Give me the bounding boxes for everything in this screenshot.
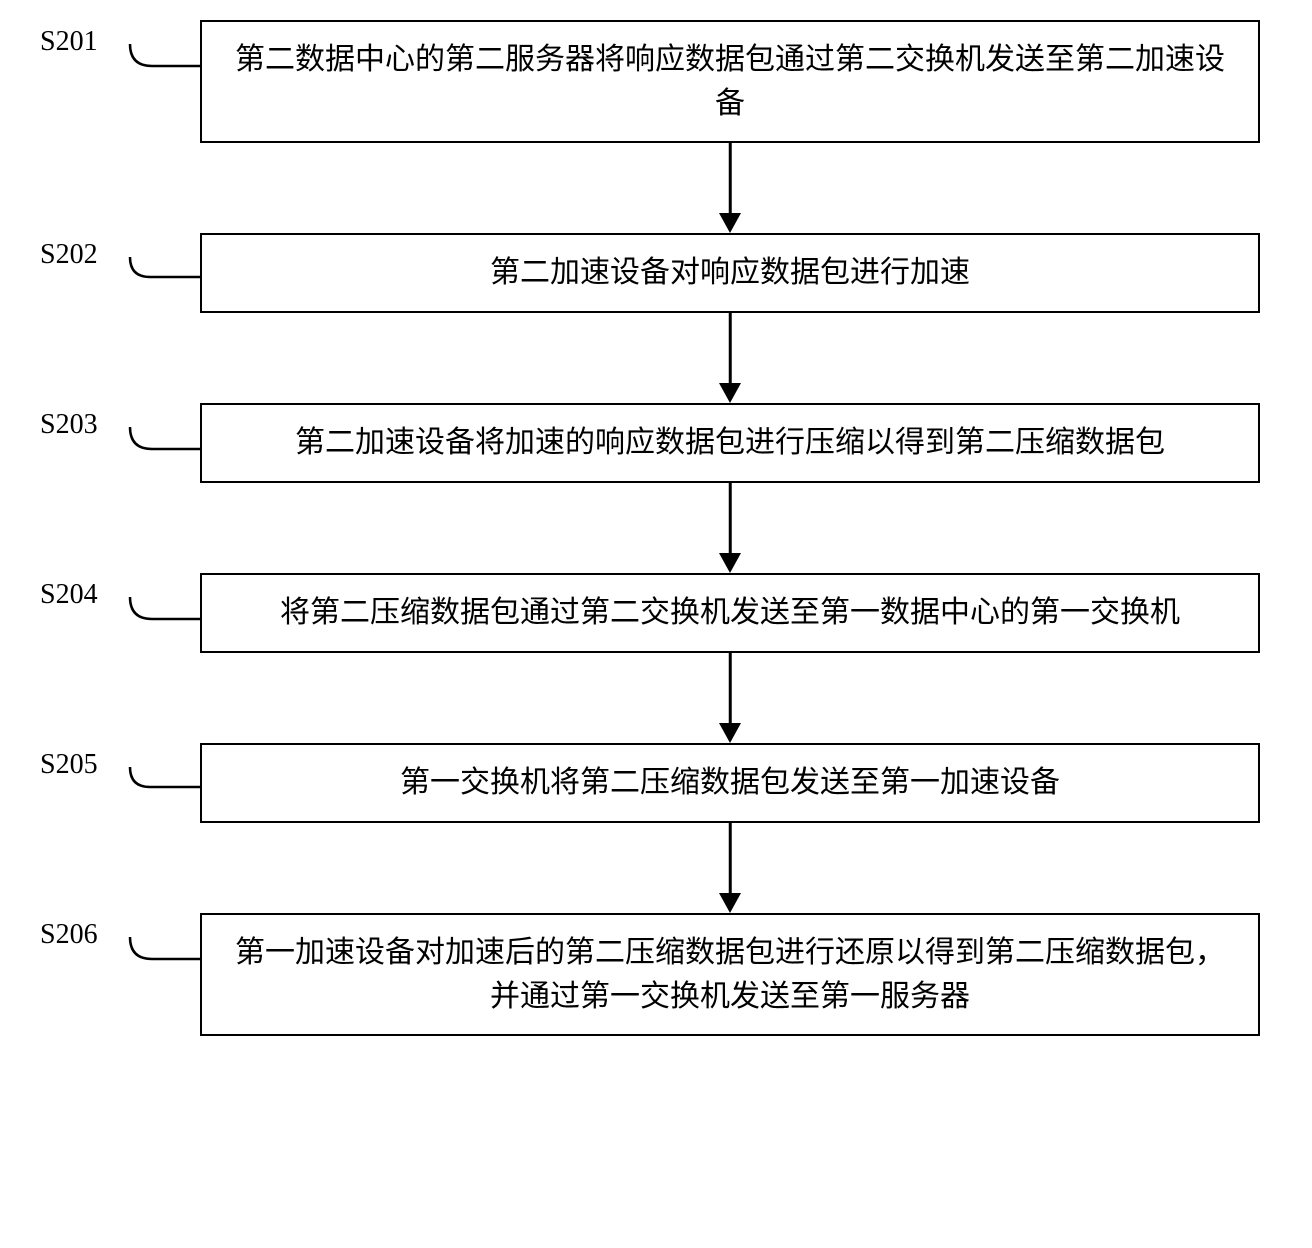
flow-step: S201 第二数据中心的第二服务器将响应数据包通过第二交换机发送至第二加速设备 — [40, 20, 1270, 143]
step-label: S202 — [40, 233, 130, 271]
flow-box: 将第二压缩数据包通过第二交换机发送至第一数据中心的第一交换机 — [200, 573, 1260, 653]
flow-step: S205 第一交换机将第二压缩数据包发送至第一加速设备 — [40, 743, 1270, 823]
flow-box-text: 第二加速设备将加速的响应数据包进行压缩以得到第二压缩数据包 — [295, 421, 1165, 465]
flow-box-text: 第二数据中心的第二服务器将响应数据包通过第二交换机发送至第二加速设备 — [232, 38, 1228, 125]
flow-box-text: 将第二压缩数据包通过第二交换机发送至第一数据中心的第一交换机 — [280, 591, 1180, 635]
step-label: S203 — [40, 403, 130, 441]
flow-box: 第二加速设备对响应数据包进行加速 — [200, 233, 1260, 313]
arrow-down-icon — [200, 143, 1260, 233]
flow-box: 第二加速设备将加速的响应数据包进行压缩以得到第二压缩数据包 — [200, 403, 1260, 483]
flow-box: 第一加速设备对加速后的第二压缩数据包进行还原以得到第二压缩数据包，并通过第一交换… — [200, 913, 1260, 1036]
flow-box: 第一交换机将第二压缩数据包发送至第一加速设备 — [200, 743, 1260, 823]
flow-step: S203 第二加速设备将加速的响应数据包进行压缩以得到第二压缩数据包 — [40, 403, 1270, 483]
arrow-down-icon — [200, 483, 1260, 573]
arrow-down-icon — [200, 823, 1260, 913]
flow-box-text: 第二加速设备对响应数据包进行加速 — [490, 251, 970, 295]
flowchart-container: S201 第二数据中心的第二服务器将响应数据包通过第二交换机发送至第二加速设备 … — [40, 20, 1270, 1036]
flow-step: S202 第二加速设备对响应数据包进行加速 — [40, 233, 1270, 313]
flow-step: S206 第一加速设备对加速后的第二压缩数据包进行还原以得到第二压缩数据包，并通… — [40, 913, 1270, 1036]
flow-box-text: 第一交换机将第二压缩数据包发送至第一加速设备 — [400, 761, 1060, 805]
flow-step: S204 将第二压缩数据包通过第二交换机发送至第一数据中心的第一交换机 — [40, 573, 1270, 653]
arrow-down-icon — [200, 313, 1260, 403]
flow-box-text: 第一加速设备对加速后的第二压缩数据包进行还原以得到第二压缩数据包，并通过第一交换… — [232, 931, 1228, 1018]
arrow-down-icon — [200, 653, 1260, 743]
step-label: S201 — [40, 20, 130, 58]
step-label: S206 — [40, 913, 130, 951]
step-label: S204 — [40, 573, 130, 611]
step-label: S205 — [40, 743, 130, 781]
flow-box: 第二数据中心的第二服务器将响应数据包通过第二交换机发送至第二加速设备 — [200, 20, 1260, 143]
